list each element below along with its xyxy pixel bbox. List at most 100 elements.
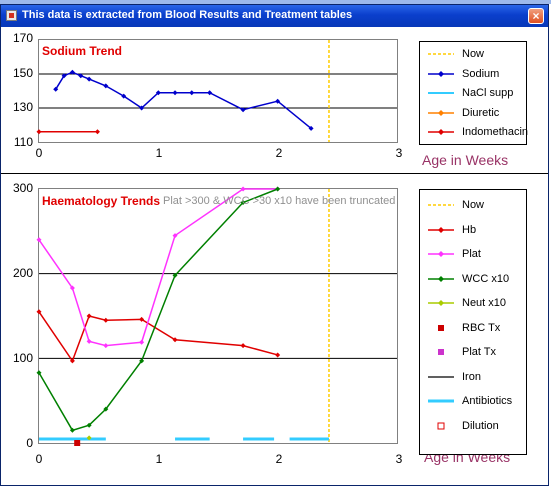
legend-symbol-diuretic: [428, 109, 454, 116]
plat-point: [172, 233, 178, 239]
legend-item-iron: Iron: [420, 370, 526, 384]
plat-point: [86, 338, 92, 344]
legend-symbol-hb: [428, 226, 454, 233]
legend-symbol-antibiotics: [428, 399, 454, 403]
legend-symbol-sodium: [428, 70, 454, 77]
legend-item-now: Now: [420, 198, 526, 212]
haematology-chart-panel: Haematology Trends Plat >300 & WCC >30 x…: [1, 175, 548, 485]
haem-y-tick: 0: [26, 436, 33, 450]
hb-point: [240, 343, 246, 349]
sodium-chart-panel: Sodium Trend 170 150 130 110 0 1 2 3 Age…: [1, 27, 548, 174]
wcc-x10-point: [36, 370, 42, 376]
legend-symbol-wcc-x10: [428, 275, 454, 282]
window-title: This data is extracted from Blood Result…: [22, 9, 353, 21]
legend-symbol-indomethacin: [428, 129, 454, 135]
wcc-x10-point: [240, 200, 246, 206]
sodium-x-axis-label: Age in Weeks: [422, 152, 509, 168]
neut-x10-point: [86, 435, 92, 441]
legend-label: Diuretic: [462, 106, 500, 119]
sodium-x-tick: 2: [275, 146, 283, 160]
truncation-note: Plat >300 & WCC >30 x10 have been trunca…: [163, 195, 396, 207]
sodium-point: [86, 76, 92, 82]
legend-item-indomethacin: Indomethacin: [420, 125, 529, 139]
sodium-chart-title: Sodium Trend: [42, 44, 123, 58]
legend-label: Iron: [462, 370, 481, 383]
rbc-tx-marker: [74, 440, 81, 446]
haematology-legend: Now Hb Plat WCC x10 Neut x10 RBC Tx Plat Tx Iro…: [419, 189, 527, 455]
sodium-point: [78, 73, 84, 79]
legend-label: Now: [462, 48, 485, 60]
legend-label: Plat Tx: [462, 346, 497, 358]
sodium-point: [308, 125, 314, 131]
haem-x-tick: 3: [395, 452, 403, 466]
haem-x-tick: 1: [155, 452, 163, 466]
close-button[interactable]: ×: [528, 8, 544, 24]
wcc-x10-line: [38, 188, 278, 432]
sodium-chart-svg: [36, 40, 397, 142]
sodium-x-tick: 3: [395, 146, 403, 160]
hb-point: [139, 316, 145, 322]
sodium-point: [103, 83, 109, 89]
haematology-chart-title: Haematology Trends: [42, 194, 161, 208]
sodium-point: [69, 69, 75, 75]
hb-line: [38, 311, 278, 363]
wcc-x10-point: [69, 427, 75, 433]
legend-label: Plat: [462, 248, 481, 260]
sodium-point: [207, 90, 213, 96]
sodium-plot-area: [36, 39, 398, 143]
legend-symbol-neut-x10: [428, 300, 454, 306]
sodium-point: [155, 90, 161, 96]
haem-y-tick: 100: [12, 351, 33, 365]
sodium-point: [172, 90, 178, 96]
sodium-x-tick: 1: [155, 146, 163, 160]
indomethacin-point: [94, 129, 100, 135]
wcc-x10-point: [103, 406, 109, 412]
sodium-point: [61, 73, 67, 79]
wcc-x10-point: [275, 186, 281, 192]
legend-label: RBC Tx: [462, 321, 501, 334]
legend-item-diuretic: Diuretic: [420, 106, 526, 120]
sodium-y-tick: 130: [12, 100, 33, 114]
title-bar[interactable]: This data is extracted from Blood Result…: [1, 5, 548, 27]
plat-point: [69, 285, 75, 291]
wcc-x10-point: [172, 272, 178, 278]
sodium-point: [275, 98, 281, 104]
hb-point: [172, 337, 178, 343]
legend-item-antibiotics: Antibiotics: [420, 394, 526, 408]
sodium-x-tick: 0: [35, 146, 43, 160]
legend-item-wcc-x10: WCC x10: [420, 272, 526, 286]
indomethacin-point: [36, 129, 42, 135]
hb-point: [103, 317, 109, 323]
legend-symbol-iron: [428, 375, 454, 378]
haem-y-tick: 300: [12, 181, 33, 195]
legend-label: Indomethacin: [462, 126, 529, 138]
hb-point: [86, 313, 92, 319]
wcc-x10-point: [86, 422, 92, 428]
plat-point: [139, 339, 145, 345]
sodium-y-tick: 150: [12, 66, 33, 80]
plat-point: [103, 343, 109, 349]
sodium-point: [240, 107, 246, 113]
legend-item-sodium: Sodium: [420, 67, 526, 81]
legend-label: Dilution: [462, 419, 499, 432]
haematology-plot-area: [36, 186, 398, 446]
legend-item-rbc-tx: RBC Tx: [420, 321, 526, 335]
legend-item-now: Now: [420, 47, 526, 61]
legend-symbol-dilution: [437, 422, 445, 429]
sodium-point: [121, 93, 127, 99]
sodium-point: [53, 86, 59, 92]
legend-label: Now: [462, 199, 485, 211]
hb-point: [36, 309, 42, 315]
legend-symbol-nacl-supp: [428, 92, 454, 94]
background-window-strip: [0, 0, 551, 4]
sodium-legend: Now Sodium NaCl supp Diuretic Indomethacin: [419, 41, 529, 145]
wcc-x10-point: [139, 358, 145, 364]
plat-point: [36, 237, 42, 243]
haem-x-tick: 2: [275, 452, 283, 466]
sodium-point: [189, 90, 195, 96]
haematology-chart-svg: [36, 186, 397, 446]
legend-item-hb: Hb: [420, 223, 526, 237]
legend-symbol-plat-tx: [438, 349, 444, 355]
legend-symbol-plat: [428, 251, 454, 257]
plat-line: [38, 188, 278, 347]
